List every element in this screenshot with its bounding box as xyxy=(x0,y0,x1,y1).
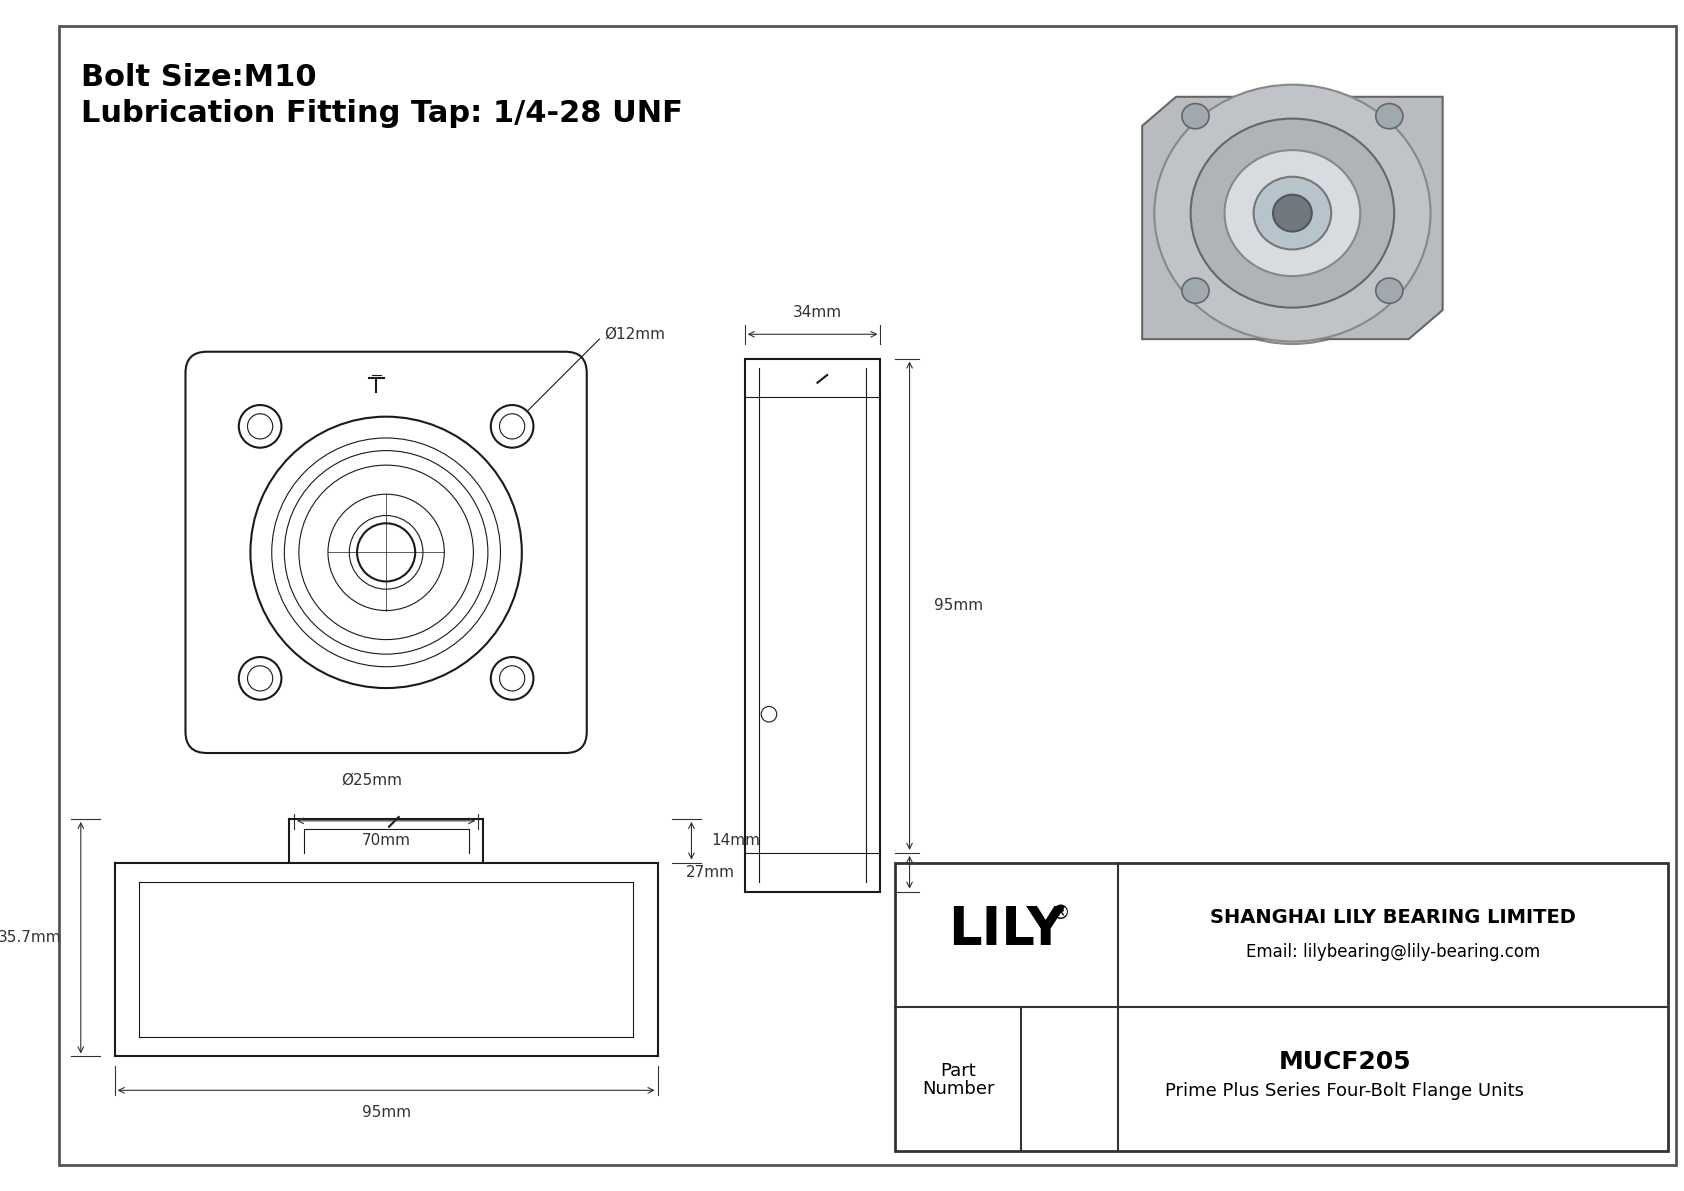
Text: Email: lilybearing@lily-bearing.com: Email: lilybearing@lily-bearing.com xyxy=(1246,943,1541,961)
Polygon shape xyxy=(1142,96,1443,339)
Text: ®: ® xyxy=(1049,904,1069,923)
Text: Bolt Size:M10: Bolt Size:M10 xyxy=(81,63,317,92)
Ellipse shape xyxy=(1186,121,1379,305)
Text: Ø25mm: Ø25mm xyxy=(342,773,402,788)
Text: Ø12mm: Ø12mm xyxy=(605,326,665,342)
Text: Lubrication Fitting Tap: 1/4-28 UNF: Lubrication Fitting Tap: 1/4-28 UNF xyxy=(81,99,682,127)
Text: 95mm: 95mm xyxy=(362,1105,411,1120)
Ellipse shape xyxy=(1224,150,1361,276)
Text: 14mm: 14mm xyxy=(711,834,759,848)
Text: Prime Plus Series Four-Bolt Flange Units: Prime Plus Series Four-Bolt Flange Units xyxy=(1165,1081,1524,1099)
Circle shape xyxy=(357,523,416,581)
Ellipse shape xyxy=(1253,176,1330,249)
Text: Part: Part xyxy=(940,1062,975,1080)
Text: LILY: LILY xyxy=(948,904,1064,956)
Ellipse shape xyxy=(1376,104,1403,129)
Circle shape xyxy=(490,657,534,699)
Text: Number: Number xyxy=(921,1080,994,1098)
Text: 34mm: 34mm xyxy=(793,305,842,319)
Text: MUCF205: MUCF205 xyxy=(1278,1049,1411,1074)
Text: SHANGHAI LILY BEARING LIMITED: SHANGHAI LILY BEARING LIMITED xyxy=(1211,908,1576,927)
Ellipse shape xyxy=(1154,85,1430,342)
Ellipse shape xyxy=(1191,119,1394,307)
Ellipse shape xyxy=(1273,194,1312,231)
Ellipse shape xyxy=(1219,152,1346,274)
Circle shape xyxy=(490,405,534,448)
Bar xyxy=(894,862,1669,1152)
Text: 35.7mm: 35.7mm xyxy=(0,930,61,946)
Ellipse shape xyxy=(251,417,522,688)
Ellipse shape xyxy=(1162,101,1423,344)
Text: 95mm: 95mm xyxy=(933,598,983,613)
Text: 70mm: 70mm xyxy=(362,834,411,848)
Ellipse shape xyxy=(1182,104,1209,129)
Circle shape xyxy=(239,405,281,448)
Circle shape xyxy=(239,657,281,699)
Text: 27mm: 27mm xyxy=(685,865,734,880)
Ellipse shape xyxy=(1250,181,1317,244)
FancyBboxPatch shape xyxy=(185,351,586,753)
Ellipse shape xyxy=(1182,278,1209,304)
Ellipse shape xyxy=(1376,278,1403,304)
Bar xyxy=(744,358,881,892)
